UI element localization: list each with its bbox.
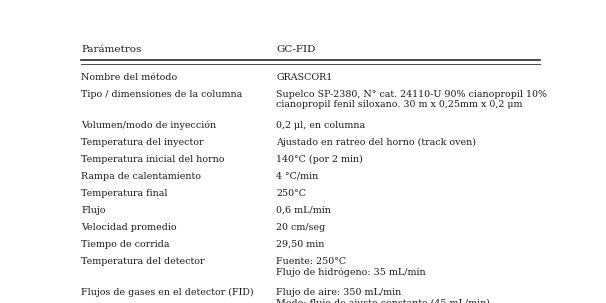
Text: Volumen/modo de inyección: Volumen/modo de inyección <box>81 121 216 130</box>
Text: 0,6 mL/min: 0,6 mL/min <box>276 206 331 215</box>
Text: Tipo / dimensiones de la columna: Tipo / dimensiones de la columna <box>81 90 242 98</box>
Text: Supelco SP-2380, N° cat. 24110-U 90% cianopropil 10%
cianopropil fenil siloxano.: Supelco SP-2380, N° cat. 24110-U 90% cia… <box>276 90 547 109</box>
Text: 250°C: 250°C <box>276 189 306 198</box>
Text: 140°C (por 2 min): 140°C (por 2 min) <box>276 155 363 164</box>
Text: Parámetros: Parámetros <box>81 45 142 54</box>
Text: Fuente: 250°C
Flujo de hidrógeno: 35 mL/min: Fuente: 250°C Flujo de hidrógeno: 35 mL/… <box>276 257 426 277</box>
Text: Velocidad promedio: Velocidad promedio <box>81 223 177 232</box>
Text: Temperatura del detector: Temperatura del detector <box>81 257 205 266</box>
Text: 29,50 min: 29,50 min <box>276 240 325 249</box>
Text: Rampa de calentamiento: Rampa de calentamiento <box>81 172 201 181</box>
Text: Tiempo de corrida: Tiempo de corrida <box>81 240 170 249</box>
Text: 4 °C/min: 4 °C/min <box>276 172 319 181</box>
Text: Ajustado en ratreo del horno (track oven): Ajustado en ratreo del horno (track oven… <box>276 138 476 147</box>
Text: Temperatura final: Temperatura final <box>81 189 168 198</box>
Text: 20 cm/seg: 20 cm/seg <box>276 223 325 232</box>
Text: Flujos de gases en el detector (FID): Flujos de gases en el detector (FID) <box>81 288 254 297</box>
Text: Nombre del método: Nombre del método <box>81 72 178 82</box>
Text: Flujo: Flujo <box>81 206 106 215</box>
Text: GC-FID: GC-FID <box>276 45 316 54</box>
Text: Temperatura del inyector: Temperatura del inyector <box>81 138 204 147</box>
Text: Flujo de aire: 350 mL/min
Modo: flujo de ajuste constante (45 mL/min)
Gas de aju: Flujo de aire: 350 mL/min Modo: flujo de… <box>276 288 490 303</box>
Text: GRASCOR1: GRASCOR1 <box>276 72 333 82</box>
Text: 0,2 μl, en columna: 0,2 μl, en columna <box>276 121 365 130</box>
Text: Temperatura inicial del horno: Temperatura inicial del horno <box>81 155 225 164</box>
